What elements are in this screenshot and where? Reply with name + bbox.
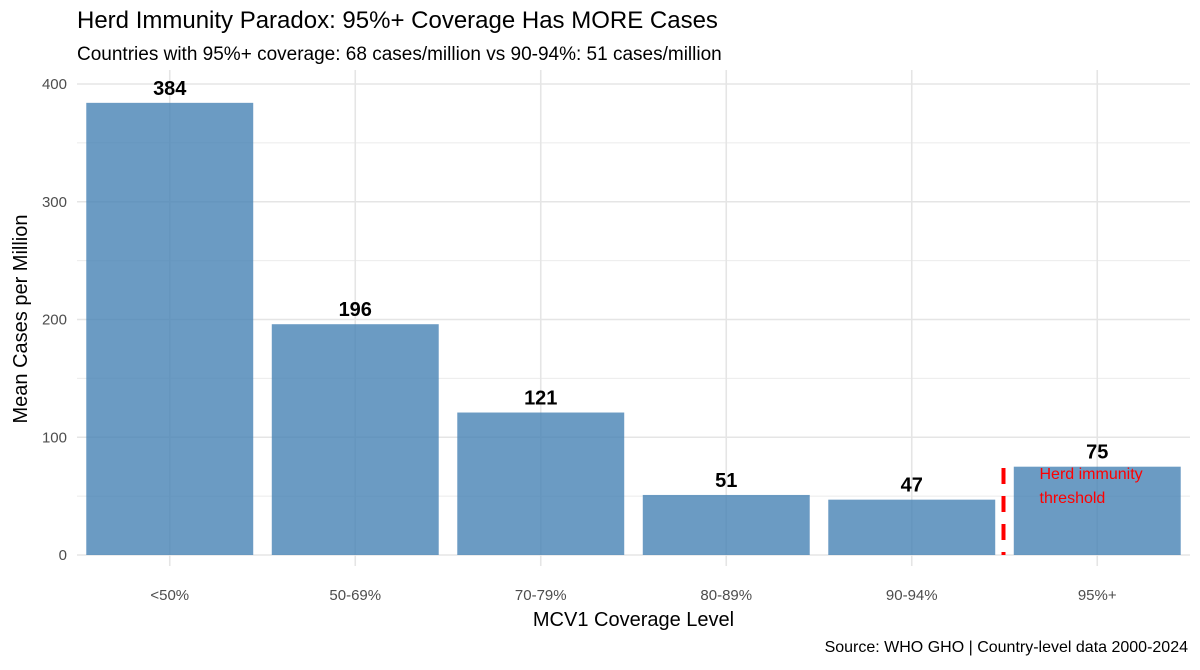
y-tick-label: 100 xyxy=(42,429,67,446)
bar-4 xyxy=(642,494,810,555)
x-tick-label: 70-79% xyxy=(515,587,567,604)
data-label: 384 xyxy=(153,78,187,100)
chart-title: Herd Immunity Paradox: 95%+ Coverage Has… xyxy=(77,7,718,34)
y-tick-label: 0 xyxy=(59,547,67,564)
bar-2 xyxy=(271,324,439,555)
data-label: 121 xyxy=(524,388,557,410)
chart-subtitle: Countries with 95%+ coverage: 68 cases/m… xyxy=(77,44,722,65)
x-axis-title: MCV1 Coverage Level xyxy=(533,609,734,631)
bar-5 xyxy=(828,499,996,555)
bar-3 xyxy=(457,412,625,555)
y-tick-label: 400 xyxy=(42,76,67,93)
bar-1 xyxy=(86,102,254,555)
y-axis-title: Mean Cases per Million xyxy=(10,215,32,424)
x-tick-label: 80-89% xyxy=(700,587,752,604)
x-tick-label: 90-94% xyxy=(886,587,938,604)
threshold-annotation: threshold xyxy=(1040,490,1106,507)
x-tick-label: <50% xyxy=(150,587,189,604)
bar-6 xyxy=(1013,466,1181,555)
x-tick-label: 50-69% xyxy=(329,587,381,604)
threshold-annotation: Herd immunity xyxy=(1040,466,1143,483)
data-label: 75 xyxy=(1086,442,1108,464)
chart-caption: Source: WHO GHO | Country-level data 200… xyxy=(824,639,1188,656)
data-label: 51 xyxy=(715,470,737,492)
data-label: 47 xyxy=(901,475,923,497)
x-tick-label: 95%+ xyxy=(1078,587,1117,604)
y-tick-label: 200 xyxy=(42,312,67,329)
y-tick-label: 300 xyxy=(42,194,67,211)
data-label: 196 xyxy=(339,299,372,321)
